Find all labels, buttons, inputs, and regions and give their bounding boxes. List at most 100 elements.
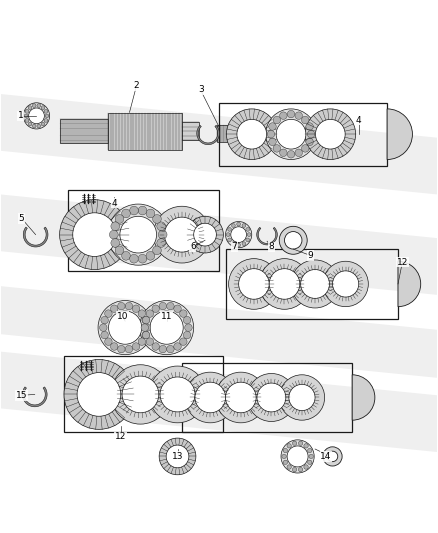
Text: 13: 13	[172, 452, 183, 461]
Bar	[226, 249, 398, 319]
Polygon shape	[1, 94, 437, 195]
Circle shape	[149, 366, 206, 423]
Circle shape	[287, 443, 291, 448]
Circle shape	[307, 460, 312, 464]
Circle shape	[37, 104, 41, 108]
Circle shape	[323, 261, 368, 306]
Circle shape	[152, 343, 159, 350]
Circle shape	[231, 227, 247, 243]
Text: 10: 10	[117, 312, 129, 321]
Circle shape	[228, 238, 231, 242]
Polygon shape	[1, 195, 437, 295]
Circle shape	[287, 446, 308, 467]
Circle shape	[287, 110, 295, 118]
Circle shape	[226, 222, 252, 248]
Circle shape	[237, 119, 267, 149]
Circle shape	[98, 301, 152, 354]
Circle shape	[226, 382, 256, 413]
Circle shape	[226, 109, 277, 159]
Circle shape	[160, 377, 195, 412]
Text: 14: 14	[320, 452, 332, 461]
Wedge shape	[352, 375, 375, 420]
Circle shape	[279, 112, 287, 119]
Circle shape	[323, 447, 342, 466]
Circle shape	[232, 242, 235, 246]
Circle shape	[309, 454, 313, 458]
Circle shape	[293, 467, 297, 472]
Circle shape	[257, 383, 286, 412]
Circle shape	[41, 122, 45, 126]
Circle shape	[142, 317, 149, 324]
Circle shape	[267, 131, 275, 138]
Wedge shape	[398, 261, 421, 306]
Text: 5: 5	[19, 214, 25, 223]
Circle shape	[184, 332, 191, 339]
Circle shape	[146, 209, 155, 218]
Circle shape	[306, 123, 313, 130]
Circle shape	[194, 223, 216, 246]
Circle shape	[122, 209, 131, 218]
Circle shape	[180, 338, 187, 345]
Circle shape	[237, 243, 240, 247]
Circle shape	[301, 116, 309, 124]
Bar	[68, 190, 219, 271]
Circle shape	[120, 216, 156, 253]
Circle shape	[327, 451, 338, 462]
Text: 7: 7	[231, 243, 237, 252]
Bar	[60, 119, 108, 143]
Circle shape	[125, 345, 133, 353]
Circle shape	[332, 271, 359, 297]
Circle shape	[195, 382, 226, 413]
Circle shape	[152, 215, 161, 223]
Bar	[108, 112, 182, 150]
Circle shape	[295, 112, 303, 119]
Circle shape	[247, 233, 251, 237]
Circle shape	[28, 122, 32, 126]
Circle shape	[111, 365, 170, 424]
Polygon shape	[23, 227, 48, 247]
Circle shape	[130, 206, 138, 215]
Circle shape	[115, 246, 124, 255]
Circle shape	[279, 375, 325, 420]
Circle shape	[37, 124, 41, 128]
Circle shape	[110, 343, 118, 350]
Circle shape	[307, 131, 315, 138]
Text: 12: 12	[397, 257, 408, 266]
Circle shape	[73, 213, 117, 256]
Circle shape	[247, 374, 295, 422]
Circle shape	[105, 338, 112, 345]
Circle shape	[142, 332, 149, 339]
Circle shape	[315, 119, 345, 149]
Polygon shape	[197, 125, 219, 144]
Circle shape	[228, 228, 231, 231]
Circle shape	[117, 345, 125, 353]
Circle shape	[64, 359, 134, 430]
Bar	[182, 362, 352, 432]
Text: 6: 6	[190, 243, 196, 252]
Circle shape	[32, 124, 36, 128]
Circle shape	[140, 301, 194, 354]
Circle shape	[152, 246, 161, 255]
Circle shape	[138, 254, 147, 263]
Circle shape	[298, 467, 303, 472]
Circle shape	[25, 109, 29, 113]
Circle shape	[44, 118, 48, 122]
Circle shape	[132, 343, 140, 350]
Bar	[64, 356, 223, 432]
Circle shape	[146, 310, 154, 317]
Circle shape	[298, 441, 303, 446]
Circle shape	[269, 269, 300, 299]
Circle shape	[237, 222, 240, 226]
Circle shape	[184, 317, 191, 324]
Circle shape	[259, 259, 310, 309]
Circle shape	[242, 224, 246, 228]
Circle shape	[266, 109, 316, 159]
Circle shape	[32, 104, 36, 108]
Circle shape	[142, 332, 150, 339]
Text: 4: 4	[356, 116, 361, 125]
Circle shape	[185, 324, 192, 332]
Text: 2: 2	[133, 81, 139, 90]
Circle shape	[110, 305, 118, 312]
Circle shape	[269, 123, 276, 130]
Circle shape	[287, 465, 291, 469]
